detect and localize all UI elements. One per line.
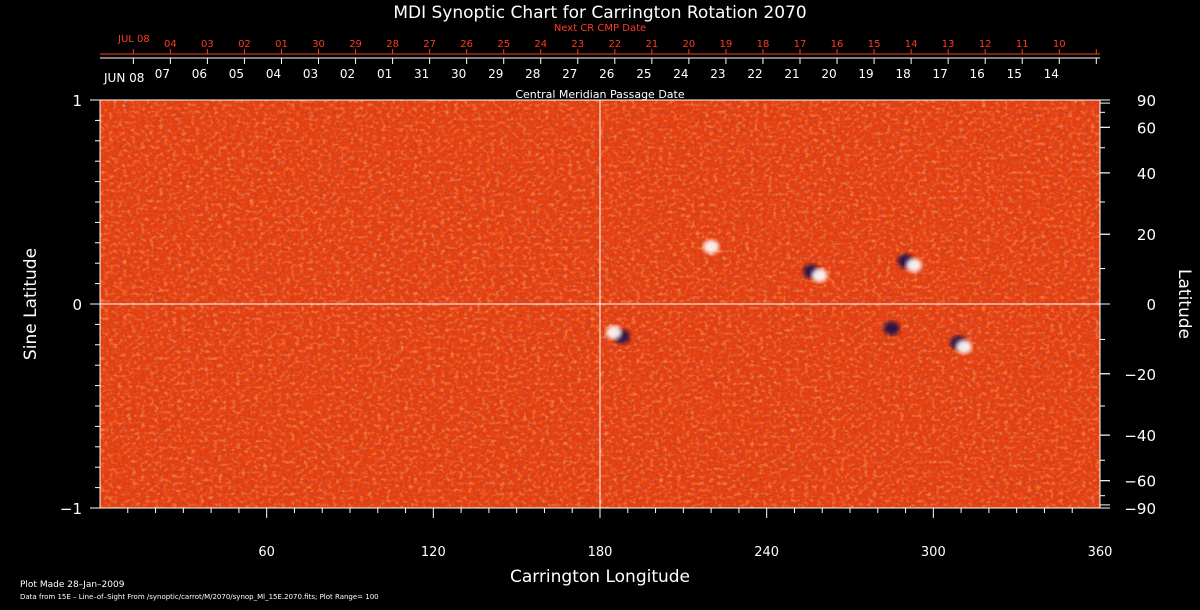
next-cr-start-label: JUL 08 bbox=[117, 34, 150, 45]
cmp-date-label: 25 bbox=[636, 67, 651, 81]
active-region-negative bbox=[883, 321, 900, 336]
active-region-positive bbox=[811, 268, 828, 283]
cmp-date-label: 30 bbox=[451, 67, 466, 81]
next-cr-date-label: 02 bbox=[238, 39, 251, 50]
cmp-date-label: 04 bbox=[266, 67, 281, 81]
y-axis-right-title: Latitude bbox=[1174, 269, 1194, 339]
active-region-positive bbox=[955, 339, 972, 354]
y-tick-label-right: −90 bbox=[1124, 500, 1156, 518]
next-cr-date-label: 15 bbox=[868, 39, 881, 50]
cmp-date-label: 22 bbox=[747, 67, 762, 81]
next-cr-date-label: 20 bbox=[683, 39, 696, 50]
next-cr-date-label: 26 bbox=[460, 39, 473, 50]
next-cr-date-label: 24 bbox=[534, 39, 547, 50]
cmp-date-label: 20 bbox=[821, 67, 836, 81]
y-tick-label-right: 60 bbox=[1137, 119, 1156, 137]
next-cr-date-label: 13 bbox=[942, 39, 955, 50]
y-tick-label-right: 40 bbox=[1137, 165, 1156, 183]
active-regions bbox=[605, 239, 972, 354]
cmp-date-label: 27 bbox=[562, 67, 577, 81]
cmp-date-label: 28 bbox=[525, 67, 540, 81]
next-cr-date-label: 28 bbox=[386, 39, 399, 50]
y-tick-label-right: −20 bbox=[1124, 366, 1156, 384]
plot-made-note: Plot Made 28–Jan–2009 bbox=[20, 580, 125, 590]
cmp-date-label: 15 bbox=[1007, 67, 1022, 81]
next-cr-date-label: 14 bbox=[905, 39, 918, 50]
cmp-date-label: 05 bbox=[229, 67, 244, 81]
next-cr-date-label: 01 bbox=[275, 39, 288, 50]
next-cr-date-label: 23 bbox=[571, 39, 584, 50]
cmp-date-label: 14 bbox=[1044, 67, 1059, 81]
x-tick-label: 180 bbox=[588, 545, 613, 560]
next-cr-date-label: 25 bbox=[497, 39, 510, 50]
next-cr-date-label: 03 bbox=[201, 39, 214, 50]
data-source-note: Data from 15E – Line–of–Sight From /syno… bbox=[20, 593, 379, 601]
next-cr-date-label: 04 bbox=[164, 39, 177, 50]
cmp-date-label: 07 bbox=[155, 67, 170, 81]
next-cr-date-label: 10 bbox=[1053, 39, 1066, 50]
y-tick-label-right: −60 bbox=[1124, 473, 1156, 491]
y-axis-left-title: Sine Latitude bbox=[21, 248, 41, 360]
next-cr-date-label: 30 bbox=[312, 39, 325, 50]
cmp-date-label: 19 bbox=[858, 67, 873, 81]
active-region-positive bbox=[605, 325, 622, 340]
next-cr-date-label: 11 bbox=[1016, 39, 1029, 50]
cmp-date-label: 31 bbox=[414, 67, 429, 81]
next-cr-date-label: 21 bbox=[645, 39, 658, 50]
y-tick-label-right: 20 bbox=[1137, 226, 1156, 244]
cmp-date-label: 26 bbox=[599, 67, 614, 81]
cmp-date-label: 06 bbox=[192, 67, 207, 81]
y-tick-label-right: −40 bbox=[1124, 427, 1156, 445]
y-tick-label-right: 90 bbox=[1137, 92, 1156, 110]
cmp-date-label: 03 bbox=[303, 67, 318, 81]
next-cr-date-label: 12 bbox=[979, 39, 992, 50]
next-cr-date-label: 27 bbox=[423, 39, 436, 50]
cmp-date-label: 02 bbox=[340, 67, 355, 81]
next-cr-date-label: 18 bbox=[757, 39, 770, 50]
next-cr-date-label: 17 bbox=[794, 39, 807, 50]
cmp-date-label: 16 bbox=[970, 67, 985, 81]
x-tick-label: 120 bbox=[421, 545, 446, 560]
cmp-date-label: 23 bbox=[710, 67, 725, 81]
cmp-date-label: 24 bbox=[673, 67, 688, 81]
axes: 60 120 180 240 300 360 1 0 −1 90 60 40 20 0 −20 −40 −60 −… bbox=[60, 92, 1156, 560]
x-axis-title: Carrington Longitude bbox=[510, 567, 690, 587]
y-tick-label-right: 0 bbox=[1146, 296, 1156, 314]
cmp-axis-label: Central Meridian Passage Date bbox=[515, 88, 684, 101]
cmp-start-label: JUN 08 bbox=[103, 71, 144, 85]
cmp-date-axes: JUL 08 04 03 02 01 30 29 28 27 26 25 24 23 22 21 20 19 18… bbox=[100, 34, 1100, 85]
cmp-date-label: 18 bbox=[895, 67, 910, 81]
next-cr-date-label: 16 bbox=[831, 39, 844, 50]
next-cr-date-label: 19 bbox=[720, 39, 733, 50]
cmp-date-label: 17 bbox=[933, 67, 948, 81]
next-cr-axis-label: Next CR CMP Date bbox=[554, 23, 646, 34]
y-tick-label-left: 0 bbox=[72, 296, 82, 314]
cmp-date-label: 21 bbox=[784, 67, 799, 81]
magnetogram-map bbox=[99, 99, 1101, 509]
y-tick-label-left: 1 bbox=[72, 92, 82, 110]
active-region-positive bbox=[905, 258, 922, 273]
next-cr-date-label: 22 bbox=[608, 39, 621, 50]
active-region-positive bbox=[703, 239, 720, 254]
cmp-date-label: 01 bbox=[377, 67, 392, 81]
x-tick-label: 240 bbox=[754, 545, 779, 560]
next-cr-date-label: 29 bbox=[349, 39, 362, 50]
x-tick-label: 60 bbox=[258, 545, 275, 560]
chart-title: MDI Synoptic Chart for Carrington Rotati… bbox=[393, 3, 806, 23]
y-tick-label-left: −1 bbox=[60, 500, 82, 518]
x-tick-label: 360 bbox=[1088, 545, 1113, 560]
x-tick-label: 300 bbox=[921, 545, 946, 560]
cmp-date-label: 29 bbox=[488, 67, 503, 81]
